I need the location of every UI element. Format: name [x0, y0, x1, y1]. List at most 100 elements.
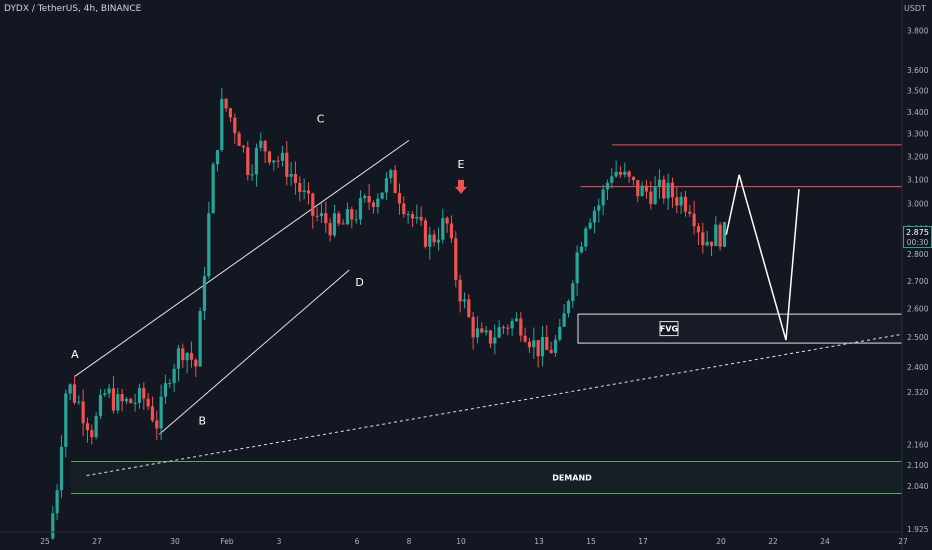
- point-label-d: D: [355, 276, 363, 289]
- candle-body: [302, 190, 306, 193]
- candle-body: [722, 222, 727, 247]
- candle-body: [562, 313, 566, 327]
- candle-body: [298, 182, 302, 193]
- candle-body: [701, 232, 705, 246]
- point-label-b: B: [199, 414, 207, 427]
- candle-body: [536, 340, 540, 357]
- time-tick-label: 27: [898, 537, 908, 546]
- candle-body: [575, 252, 579, 284]
- candle-body: [237, 133, 241, 146]
- candle-body: [267, 151, 272, 163]
- price-tick-label: 1.925: [907, 525, 929, 534]
- symbol-title[interactable]: DYDX / TetherUS, 4h, BINANCE: [4, 4, 142, 14]
- price-tick-label: 3.200: [907, 152, 929, 161]
- candle-body: [519, 318, 523, 336]
- candle-body: [501, 327, 506, 329]
- candle-body: [107, 388, 111, 394]
- candle-body: [68, 384, 72, 394]
- candle-body: [696, 226, 701, 233]
- candle-body: [64, 393, 68, 447]
- demand-label: DEMAND: [552, 473, 592, 482]
- candle-body: [449, 223, 454, 239]
- candle-body: [428, 234, 432, 247]
- time-tick-label: 25: [40, 537, 50, 546]
- candle-body: [228, 108, 233, 118]
- candle-body: [85, 423, 90, 431]
- candle-body: [571, 283, 575, 302]
- time-tick-label: 22: [768, 537, 778, 546]
- candle-body: [111, 388, 116, 411]
- candle-body: [497, 327, 501, 338]
- candles-group: [51, 87, 727, 540]
- time-tick-label: 6: [355, 537, 360, 546]
- candle-body: [233, 117, 237, 134]
- bar-countdown: 00:30: [906, 237, 929, 247]
- candle-body: [553, 339, 558, 353]
- candle-body: [670, 182, 675, 198]
- candle-body: [692, 213, 696, 227]
- candle-body: [423, 220, 428, 247]
- candle-body: [605, 182, 610, 190]
- candle-body: [146, 398, 150, 407]
- candle-body: [345, 209, 350, 225]
- candle-body: [666, 182, 670, 199]
- candle-body: [371, 202, 376, 207]
- candle-body: [181, 348, 185, 361]
- candle-body: [566, 301, 571, 314]
- candle-body: [380, 192, 384, 199]
- candle-body: [98, 394, 103, 416]
- price-tick-label: 2.400: [907, 363, 929, 372]
- candle-body: [462, 299, 467, 302]
- price-tick-label: 3.800: [907, 26, 929, 35]
- candle-body: [410, 214, 415, 219]
- candle-body: [289, 174, 293, 177]
- candle-body: [341, 223, 345, 225]
- channel-lower-line: [159, 269, 350, 435]
- candle-body: [662, 179, 666, 199]
- candle-body: [709, 241, 714, 246]
- candle-body: [285, 152, 289, 177]
- candle-body: [363, 195, 367, 199]
- candle-body: [332, 213, 337, 236]
- candle-body: [246, 147, 250, 175]
- candle-body: [532, 340, 536, 348]
- candle-body: [55, 490, 59, 514]
- candle-body: [493, 337, 497, 344]
- point-label-c: C: [317, 113, 325, 126]
- fvg-label-box: [659, 321, 679, 337]
- candle-body: [215, 150, 220, 165]
- candle-body: [527, 341, 532, 348]
- candle-body: [688, 211, 692, 214]
- price-tick-label: 3.400: [907, 108, 929, 117]
- candle-body: [402, 203, 406, 215]
- price-tick-label: 3.100: [907, 176, 929, 185]
- candle-body: [653, 186, 657, 204]
- candle-body: [280, 152, 285, 161]
- candle-body: [124, 398, 129, 402]
- candle-body: [376, 198, 380, 207]
- candle-body: [636, 180, 640, 197]
- candle-body: [514, 318, 519, 321]
- candle-body: [202, 276, 207, 311]
- candle-body: [315, 215, 319, 217]
- candle-body: [523, 335, 527, 342]
- last-price-value: 2.875: [906, 227, 929, 237]
- candle-body: [584, 228, 588, 247]
- candle-body: [120, 394, 124, 402]
- candle-body: [81, 401, 85, 424]
- candle-body: [718, 224, 722, 247]
- candle-body: [705, 241, 709, 246]
- candle-body: [72, 384, 77, 403]
- price-tick-label: 2.040: [907, 482, 929, 491]
- candle-body: [579, 246, 584, 253]
- candle-body: [142, 388, 146, 399]
- time-tick-label: 27: [92, 537, 102, 546]
- candle-body: [627, 171, 631, 177]
- candle-body: [324, 213, 328, 224]
- candle-body: [588, 222, 592, 229]
- candle-body: [254, 147, 259, 175]
- time-tick-label: 30: [170, 537, 180, 546]
- candle-body: [185, 353, 189, 361]
- candle-body: [644, 185, 649, 192]
